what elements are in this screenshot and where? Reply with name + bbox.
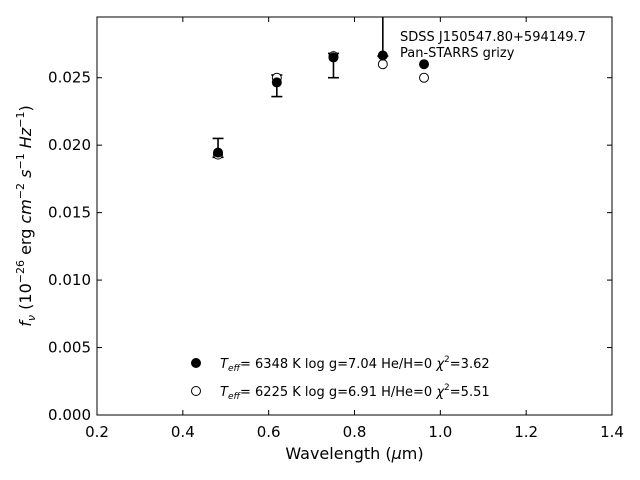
y-tick-label-3: 0.015 xyxy=(48,204,91,222)
observed-point-0 xyxy=(213,147,224,158)
x-tick-label-2: 0.6 xyxy=(257,423,281,441)
x-tick-label-4: 1.0 xyxy=(428,423,452,441)
y-tick-label-5: 0.025 xyxy=(48,69,91,87)
x-tick-label-6: 1.4 xyxy=(600,423,624,441)
observed-point-3 xyxy=(377,50,388,61)
y-tick-label-2: 0.010 xyxy=(48,271,91,289)
legend-entry-2: Teff= 6225 K log g=6.91 H/He=0 χ2=5.51 xyxy=(220,383,490,402)
legend-2-comp: H/He=0 xyxy=(381,385,432,400)
legend-marker-filled xyxy=(191,358,201,368)
observed-point-4 xyxy=(419,59,430,70)
annotation-object-name: SDSS J150547.80+594149.7 xyxy=(400,30,586,45)
legend-2-teff: 6225 K xyxy=(255,385,301,400)
observed-point-1 xyxy=(271,77,282,88)
legend-2-logg: log g=6.91 xyxy=(305,385,377,400)
annotation-survey: Pan-STARRS grizy xyxy=(400,46,515,61)
y-tick-label-4: 0.020 xyxy=(48,136,91,154)
legend-2-chi2: =5.51 xyxy=(450,385,490,400)
legend-1-chi2: =3.62 xyxy=(450,357,490,372)
x-axis-label: Wavelength (μm) xyxy=(285,444,423,463)
legend-marker-open xyxy=(191,386,201,396)
model-point-3 xyxy=(377,59,388,70)
x-tick-label-5: 1.2 xyxy=(514,423,538,441)
y-axis-label: fν (10−26 erg cm−2 s−1 Hz−1) xyxy=(14,105,38,326)
plot-area xyxy=(96,16,613,416)
y-tick-label-1: 0.005 xyxy=(48,339,91,357)
legend-1-teff: 6348 K xyxy=(255,357,301,372)
legend-entry-1: Teff= 6348 K log g=7.04 He/H=0 χ2=3.62 xyxy=(220,355,490,374)
x-tick-label-1: 0.4 xyxy=(171,423,195,441)
x-tick-label-0: 0.2 xyxy=(85,423,109,441)
legend-1-comp: He/H=0 xyxy=(381,357,432,372)
x-tick-label-3: 0.8 xyxy=(343,423,367,441)
y-tick-label-0: 0.000 xyxy=(48,406,91,424)
ticks: 0.2 0.4 0.6 0.8 1.0 1.2 1.4 0.000 0.005 0.010 0.01… xyxy=(48,17,624,441)
model-point-4 xyxy=(419,72,430,83)
data-points xyxy=(213,50,430,160)
legend-1-logg: log g=7.04 xyxy=(305,357,377,372)
observed-point-2 xyxy=(328,52,339,63)
legend: Teff= 6348 K log g=7.04 He/H=0 χ2=3.62 T… xyxy=(191,355,490,402)
